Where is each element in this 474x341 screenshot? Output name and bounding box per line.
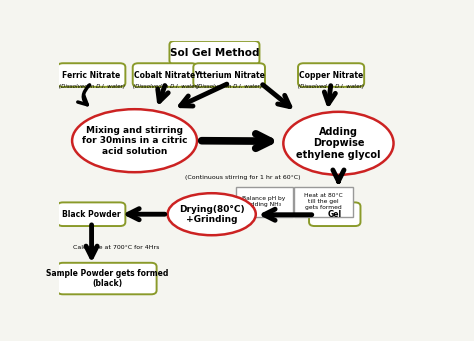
FancyBboxPatch shape (309, 203, 360, 226)
Text: Sol Gel Method: Sol Gel Method (170, 48, 259, 58)
Text: Sample Powder gets formed
(black): Sample Powder gets formed (black) (46, 269, 168, 288)
Text: Black Powder: Black Powder (62, 210, 121, 219)
FancyBboxPatch shape (57, 63, 125, 87)
Text: (Dissolved in D.I. water): (Dissolved in D.I. water) (59, 84, 125, 89)
Text: (Dissolved in D.I. water): (Dissolved in D.I. water) (298, 84, 364, 89)
FancyBboxPatch shape (193, 63, 265, 87)
Text: Copper Nitrate: Copper Nitrate (299, 71, 363, 79)
Ellipse shape (72, 109, 197, 172)
FancyBboxPatch shape (133, 63, 197, 87)
Ellipse shape (283, 112, 393, 175)
Text: (Dissolved in D.I. water): (Dissolved in D.I. water) (133, 84, 199, 89)
Text: (Continuous stirring for 1 hr at 60°C): (Continuous stirring for 1 hr at 60°C) (185, 176, 301, 180)
Text: Adding
Dropwise
ethylene glycol: Adding Dropwise ethylene glycol (296, 127, 381, 160)
FancyBboxPatch shape (298, 63, 364, 87)
Text: Mixing and stirring
for 30mins in a citric
acid solution: Mixing and stirring for 30mins in a citr… (82, 126, 187, 155)
Text: Cobalt Nitrate: Cobalt Nitrate (134, 71, 195, 79)
Text: Heat at 80°C
till the gel
gets formed: Heat at 80°C till the gel gets formed (304, 193, 343, 210)
FancyBboxPatch shape (57, 263, 156, 294)
Text: Calcinate at 700°C for 4Hrs: Calcinate at 700°C for 4Hrs (73, 244, 159, 250)
FancyBboxPatch shape (294, 187, 353, 217)
Text: Drying(80°C)
+Grinding: Drying(80°C) +Grinding (179, 205, 245, 224)
Text: Gel: Gel (328, 210, 342, 219)
Text: (Dissolved in D.I. water): (Dissolved in D.I. water) (196, 84, 262, 89)
Text: Ytterium Nitrate: Ytterium Nitrate (194, 71, 264, 79)
FancyBboxPatch shape (57, 203, 125, 226)
Text: Ferric Nitrate: Ferric Nitrate (62, 71, 120, 79)
FancyBboxPatch shape (169, 41, 259, 64)
Ellipse shape (168, 193, 256, 235)
FancyBboxPatch shape (236, 187, 292, 217)
Text: Balance pH by
adding NH₃: Balance pH by adding NH₃ (242, 196, 286, 207)
